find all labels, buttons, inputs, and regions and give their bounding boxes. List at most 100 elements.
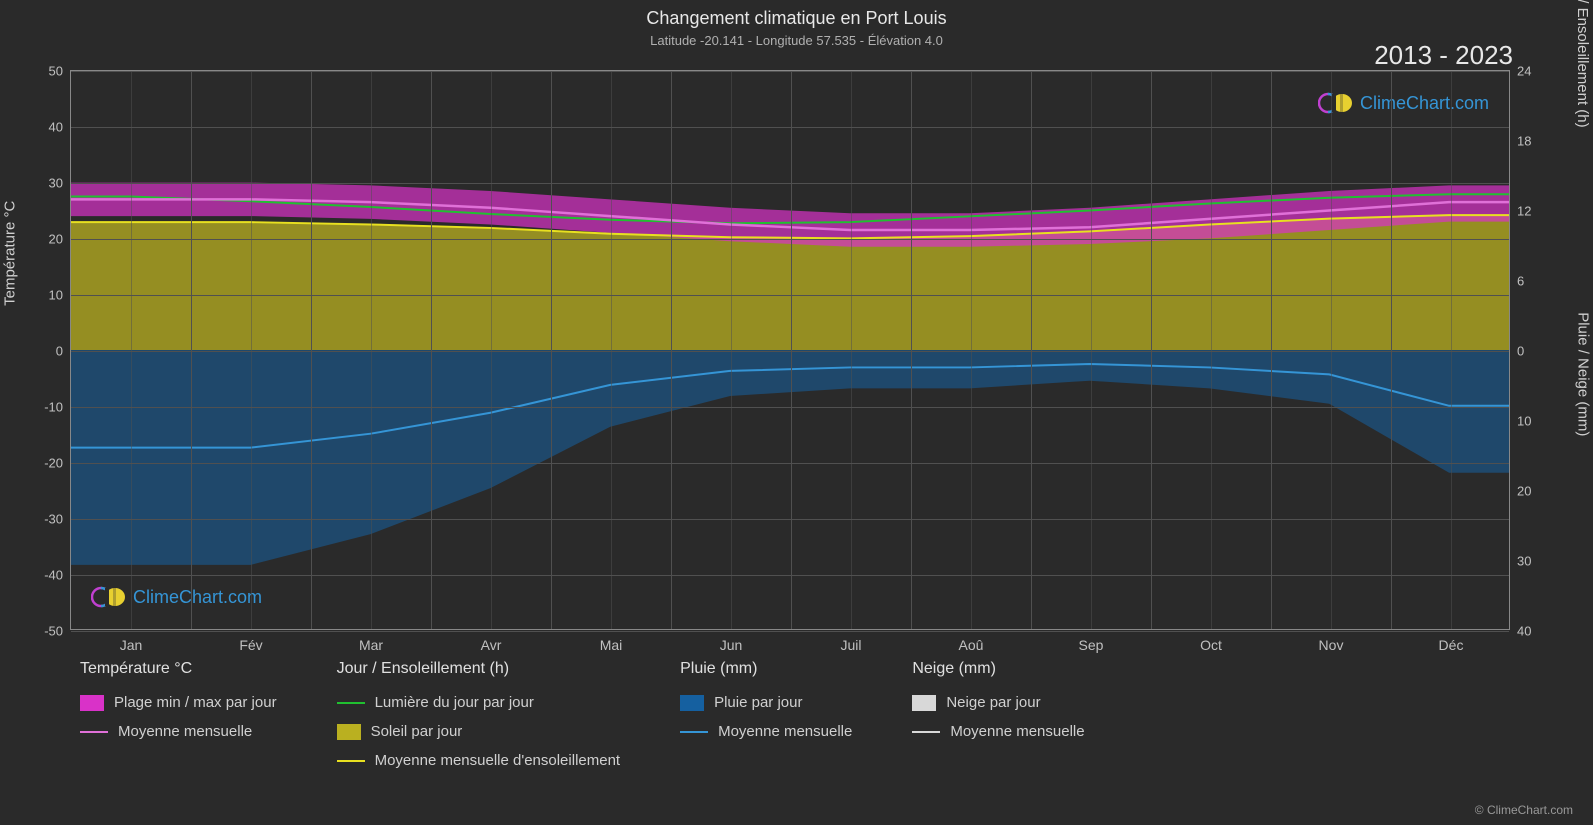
legend-swatch-icon bbox=[80, 695, 104, 711]
legend-header: Jour / Ensoleillement (h) bbox=[337, 660, 621, 678]
y-tick-left: -50 bbox=[44, 624, 63, 639]
gridline-h bbox=[71, 351, 1509, 352]
y-tick-left: -20 bbox=[44, 456, 63, 471]
legend-item: Moyenne mensuelle bbox=[912, 723, 1084, 740]
copyright: © ClimeChart.com bbox=[1475, 803, 1573, 817]
gridline-v-mid bbox=[611, 71, 612, 629]
legend-item: Lumière du jour par jour bbox=[337, 694, 621, 711]
legend-item: Plage min / max par jour bbox=[80, 694, 277, 711]
gridline-v bbox=[911, 71, 912, 629]
x-tick: Fév bbox=[239, 637, 262, 653]
watermark-logo-icon bbox=[91, 585, 127, 609]
legend-label: Neige par jour bbox=[946, 694, 1040, 711]
gridline-h bbox=[71, 575, 1509, 576]
gridline-v-mid bbox=[731, 71, 732, 629]
y-tick-left: 20 bbox=[49, 232, 63, 247]
year-range: 2013 - 2023 bbox=[1374, 40, 1513, 71]
y-tick-left: -40 bbox=[44, 568, 63, 583]
x-tick: Jan bbox=[120, 637, 143, 653]
legend-header: Température °C bbox=[80, 660, 277, 678]
watermark-bottom: ClimeChart.com bbox=[91, 585, 262, 609]
gridline-v-mid bbox=[1211, 71, 1212, 629]
gridline-h bbox=[71, 631, 1509, 632]
x-tick: Nov bbox=[1319, 637, 1344, 653]
x-tick: Oct bbox=[1200, 637, 1222, 653]
sunshine-line bbox=[71, 215, 1509, 238]
chart-title: Changement climatique en Port Louis bbox=[0, 0, 1593, 29]
legend-item: Moyenne mensuelle d'ensoleillement bbox=[337, 752, 621, 769]
temp-range-band bbox=[71, 183, 1509, 247]
x-tick: Avr bbox=[481, 637, 502, 653]
chart-subtitle: Latitude -20.141 - Longitude 57.535 - Él… bbox=[0, 29, 1593, 48]
legend-label: Moyenne mensuelle d'ensoleillement bbox=[375, 752, 621, 769]
legend-column: Température °C Plage min / max par jour Mo… bbox=[80, 660, 277, 769]
gridline-v bbox=[791, 71, 792, 629]
gridline-h bbox=[71, 127, 1509, 128]
rain-fill bbox=[71, 350, 1509, 565]
legend-swatch-icon bbox=[680, 695, 704, 711]
legend-swatch-icon bbox=[912, 695, 936, 711]
sun-fill bbox=[71, 215, 1509, 350]
legend: Température °C Plage min / max par jour Mo… bbox=[80, 660, 1520, 769]
gridline-v bbox=[431, 71, 432, 629]
y-axis-right-top-label: Jour / Ensoleillement (h) bbox=[1575, 0, 1592, 128]
y-axis-left-label: Température °C bbox=[2, 201, 19, 306]
y-tick-left: 40 bbox=[49, 120, 63, 135]
y-tick-right-top: 12 bbox=[1517, 204, 1531, 219]
x-tick: Jun bbox=[720, 637, 743, 653]
legend-label: Plage min / max par jour bbox=[114, 694, 277, 711]
temp-avg-line bbox=[71, 199, 1509, 230]
legend-label: Moyenne mensuelle bbox=[118, 723, 252, 740]
gridline-v-mid bbox=[1331, 71, 1332, 629]
gridline-v-mid bbox=[371, 71, 372, 629]
legend-column: Neige (mm)Neige par jourMoyenne mensuell… bbox=[912, 660, 1084, 769]
watermark-top: ClimeChart.com bbox=[1318, 91, 1489, 115]
gridline-h bbox=[71, 463, 1509, 464]
gridline-v-mid bbox=[131, 71, 132, 629]
legend-column: Jour / Ensoleillement (h) Lumière du jour… bbox=[337, 660, 621, 769]
gridline-h bbox=[71, 239, 1509, 240]
plot-area: ClimeChart.com ClimeChart.com -50-40-30-… bbox=[70, 70, 1510, 630]
watermark-text: ClimeChart.com bbox=[133, 587, 262, 608]
y-tick-right-bottom: 30 bbox=[1517, 554, 1531, 569]
y-tick-left: -10 bbox=[44, 400, 63, 415]
rain-avg-line bbox=[71, 364, 1509, 448]
x-tick: Aoû bbox=[959, 637, 984, 653]
gridline-v-mid bbox=[1451, 71, 1452, 629]
gridline-v bbox=[311, 71, 312, 629]
watermark-logo-icon bbox=[1318, 91, 1354, 115]
legend-item: Pluie par jour bbox=[680, 694, 852, 711]
y-tick-right-top: 6 bbox=[1517, 274, 1524, 289]
daylight-line bbox=[71, 194, 1509, 223]
x-tick: Mai bbox=[600, 637, 623, 653]
gridline-v-mid bbox=[251, 71, 252, 629]
gridline-v bbox=[1151, 71, 1152, 629]
gridline-h bbox=[71, 71, 1509, 72]
gridline-v bbox=[1271, 71, 1272, 629]
legend-line-icon bbox=[337, 702, 365, 704]
legend-item: Moyenne mensuelle bbox=[680, 723, 852, 740]
legend-label: Soleil par jour bbox=[371, 723, 463, 740]
legend-line-icon bbox=[912, 731, 940, 733]
x-tick: Mar bbox=[359, 637, 383, 653]
legend-label: Pluie par jour bbox=[714, 694, 802, 711]
legend-header: Pluie (mm) bbox=[680, 660, 852, 678]
x-tick: Déc bbox=[1439, 637, 1464, 653]
y-tick-right-top: 24 bbox=[1517, 64, 1531, 79]
gridline-v bbox=[191, 71, 192, 629]
y-tick-left: -30 bbox=[44, 512, 63, 527]
y-tick-right-bottom: 20 bbox=[1517, 484, 1531, 499]
y-tick-left: 0 bbox=[56, 344, 63, 359]
gridline-v-mid bbox=[971, 71, 972, 629]
legend-line-icon bbox=[80, 731, 108, 733]
watermark-text: ClimeChart.com bbox=[1360, 93, 1489, 114]
y-tick-right-top: 0 bbox=[1517, 344, 1524, 359]
y-axis-right-bottom-label: Pluie / Neige (mm) bbox=[1575, 312, 1592, 436]
gridline-v-mid bbox=[851, 71, 852, 629]
legend-item: Soleil par jour bbox=[337, 723, 621, 740]
legend-swatch-icon bbox=[337, 724, 361, 740]
legend-label: Moyenne mensuelle bbox=[718, 723, 852, 740]
y-tick-left: 50 bbox=[49, 64, 63, 79]
gridline-v bbox=[1391, 71, 1392, 629]
legend-item: Moyenne mensuelle bbox=[80, 723, 277, 740]
